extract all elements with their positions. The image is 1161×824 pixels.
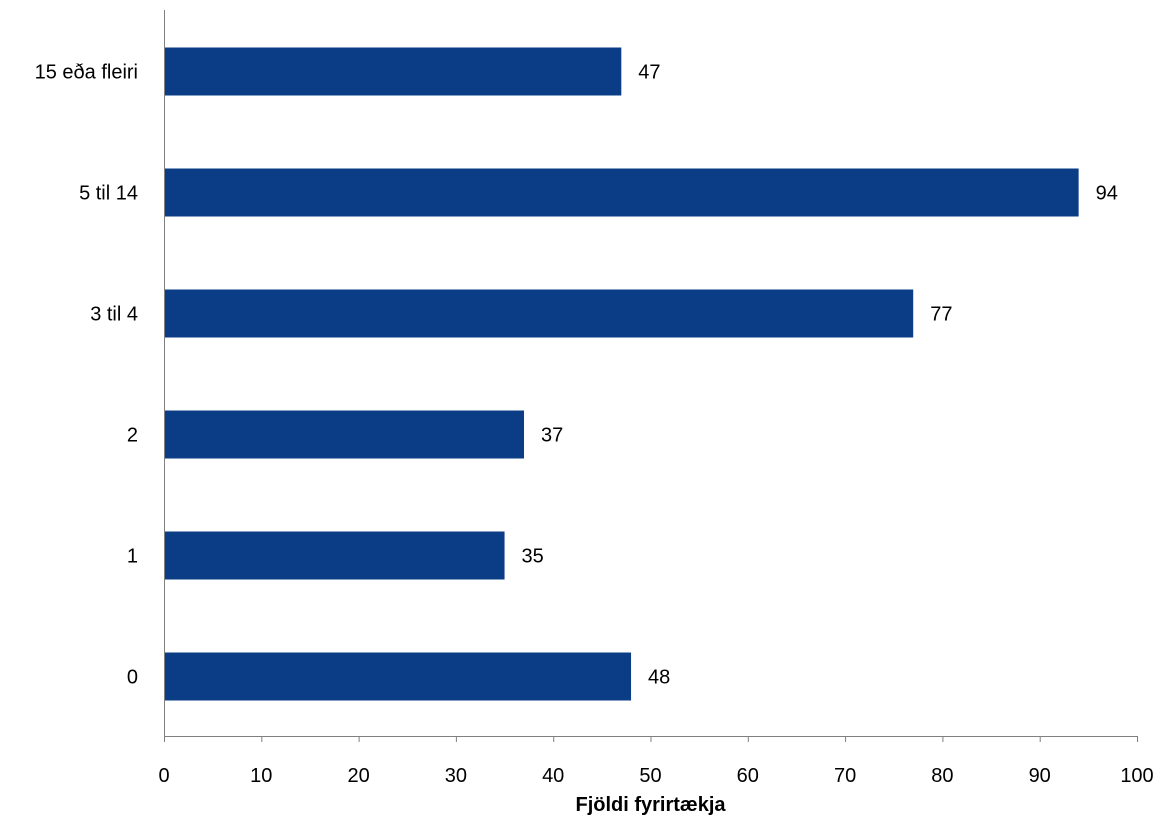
x-tick-label: 50 [639,765,661,787]
x-tick-labels-group: 0 10 20 30 40 50 60 70 80 90 100 [158,765,1153,787]
bar [165,168,1079,217]
bar-value-label: 48 [648,667,670,689]
category-label: 5 til 14 [79,183,138,205]
x-tick-label: 10 [250,765,272,787]
x-tick-label: 80 [931,765,953,787]
bar-value-label: 35 [522,546,544,568]
x-tick-label: 60 [737,765,759,787]
bar [165,652,632,701]
category-label: 1 [127,546,138,568]
category-label: 3 til 4 [90,304,138,326]
bars-group [165,47,1079,701]
x-tick-label: 100 [1120,765,1153,787]
category-label: 0 [127,667,138,689]
category-label: 15 eða fleiri [35,62,138,84]
x-tick-label: 30 [445,765,467,787]
bar-value-label: 37 [541,425,563,447]
x-tick-label: 90 [1029,765,1051,787]
x-tick-label: 20 [347,765,369,787]
bar-value-label: 94 [1096,183,1118,205]
x-axis-title: Fjöldi fyrirtækja [575,794,726,816]
x-tick-label: 0 [158,765,169,787]
category-labels-group: 15 eða fleiri 5 til 14 3 til 4 2 1 0 [35,62,138,689]
bar [165,289,914,338]
bar [165,531,505,580]
bar-value-label: 47 [638,62,660,84]
category-label: 2 [127,425,138,447]
x-tick-label: 70 [834,765,856,787]
bar [165,47,622,96]
bar [165,410,525,459]
bar-value-label: 77 [930,304,952,326]
data-labels-group: 47 94 77 37 35 48 [522,62,1118,689]
x-tick-marks-group [164,736,1138,742]
x-tick-label: 40 [542,765,564,787]
